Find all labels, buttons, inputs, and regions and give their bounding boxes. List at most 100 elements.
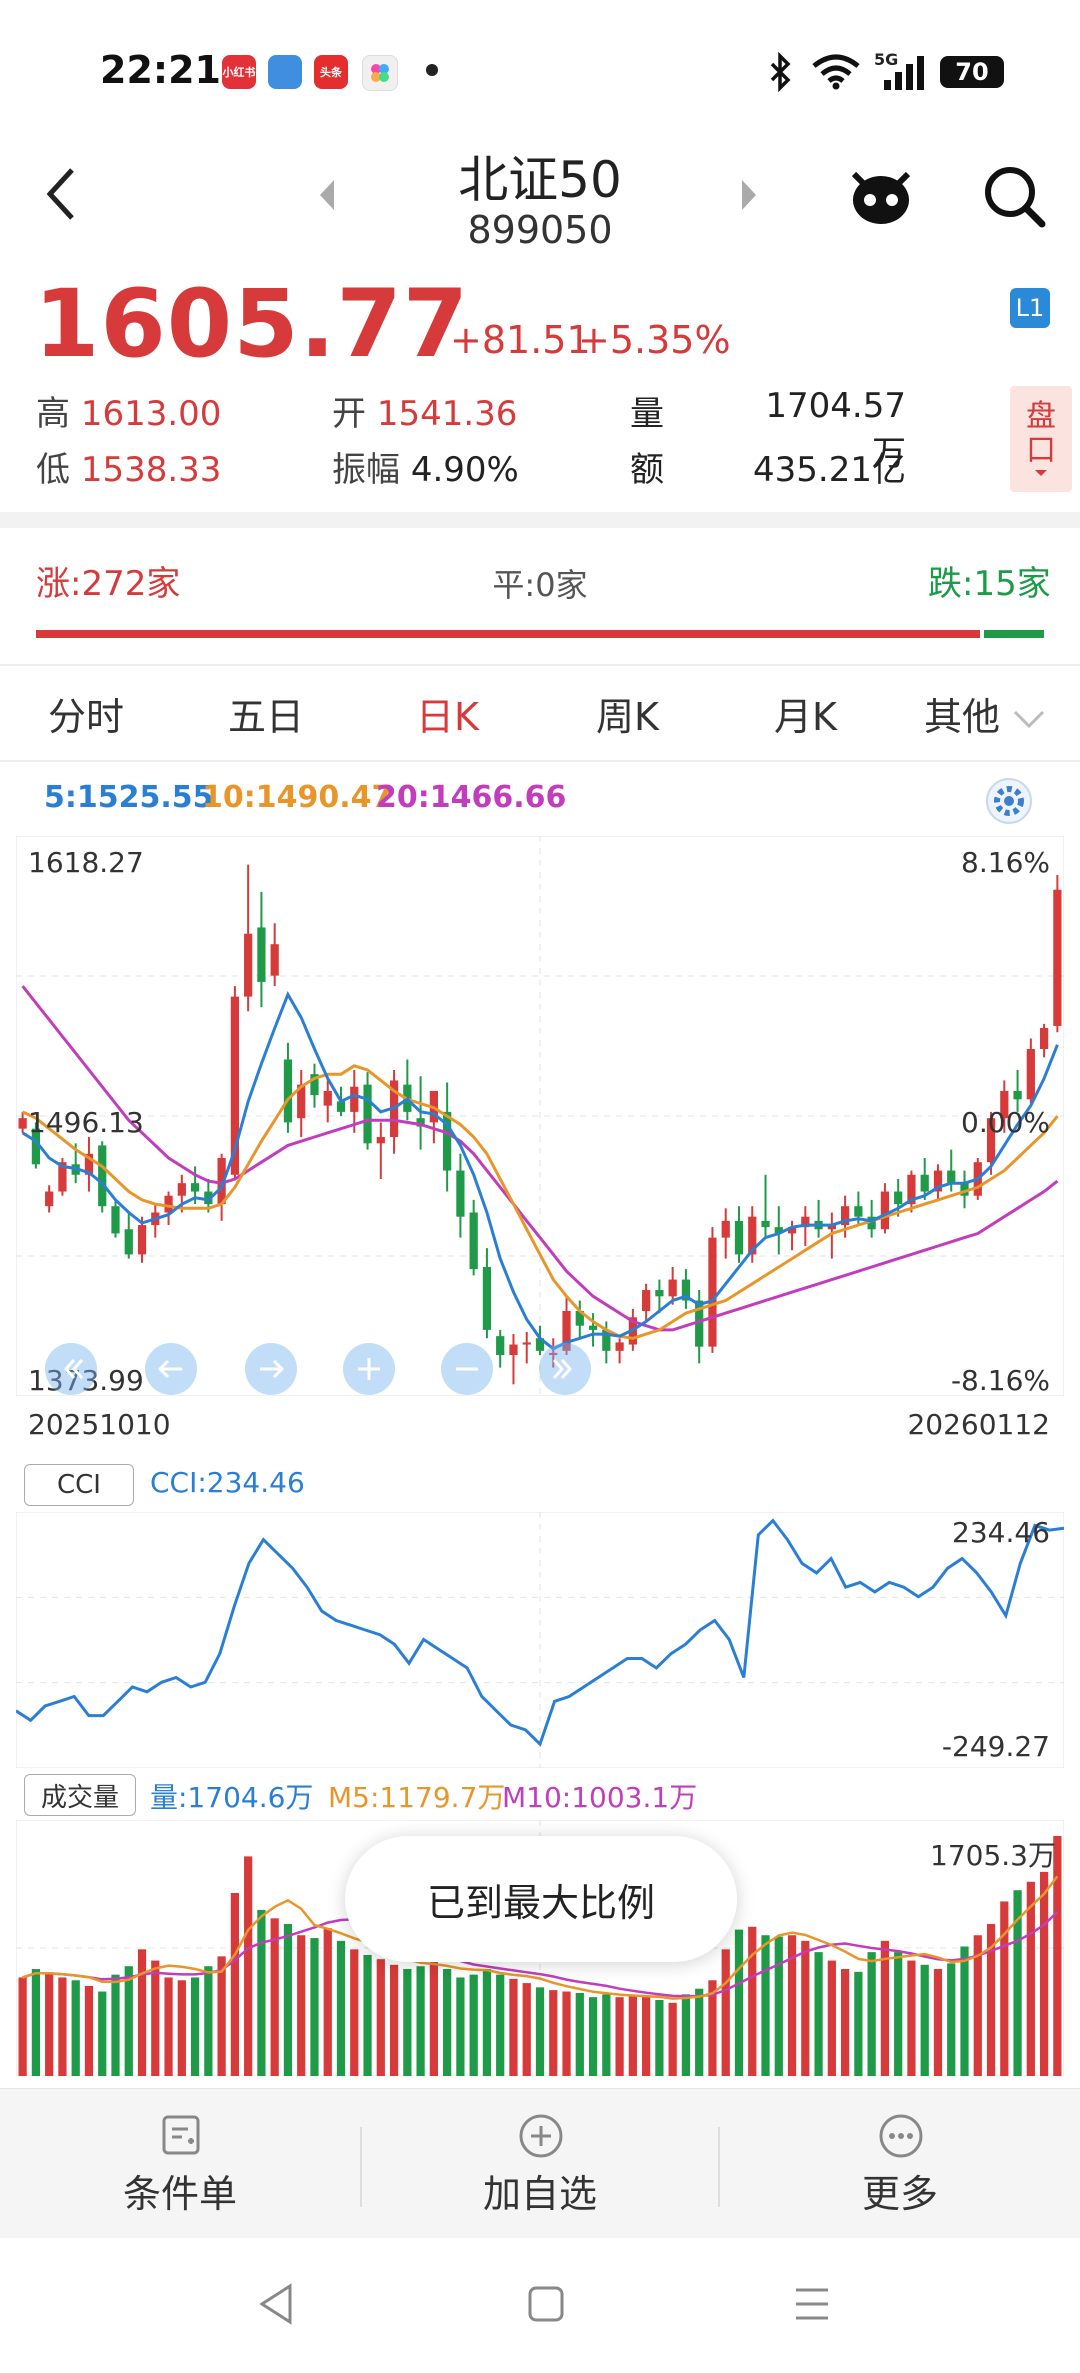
volume-indicator-tab[interactable]: 成交量 <box>24 1774 136 1816</box>
volume-label: 量 <box>630 394 664 434</box>
volume-bar <box>933 1969 943 2076</box>
search-icon[interactable] <box>980 162 1048 234</box>
move-last-button[interactable] <box>538 1342 592 1400</box>
candle-body <box>602 1329 611 1351</box>
kline-chart[interactable] <box>16 836 1064 1396</box>
nav-home-icon[interactable] <box>526 2284 566 2324</box>
low-stat: 低 1538.33 <box>36 442 221 491</box>
volume-bar <box>920 1964 929 2076</box>
candle-body <box>841 1206 850 1226</box>
candle-body <box>947 1170 956 1184</box>
candle-body <box>350 1086 359 1112</box>
robot-assistant-icon[interactable] <box>846 162 916 232</box>
move-first-button[interactable] <box>44 1342 98 1400</box>
add-watchlist-button[interactable]: 加自选 <box>440 2107 640 2227</box>
cci-chart[interactable] <box>16 1512 1064 1768</box>
volume-bar <box>31 1969 41 2076</box>
move-right-button[interactable] <box>244 1342 298 1400</box>
volume-bar <box>814 1952 823 2076</box>
low-value: 1538.33 <box>80 450 222 490</box>
volume-bar <box>18 1977 27 2076</box>
candle-body <box>164 1195 173 1213</box>
volume-bar <box>190 1977 200 2076</box>
amplitude-label: 振幅 <box>332 450 400 490</box>
tab-five-day[interactable]: 五日 <box>228 695 305 739</box>
volume-bar <box>124 1966 133 2076</box>
candle-body <box>177 1183 186 1196</box>
volume-bar <box>363 1954 372 2076</box>
tab-weekly-k[interactable]: 周K <box>596 695 659 739</box>
volume-bar <box>151 1960 160 2076</box>
volume-m5: M5:1179.7万 <box>328 1781 506 1814</box>
volume-bar <box>336 1940 346 2076</box>
ma5-legend: 5:1525.55 <box>44 780 214 815</box>
xiaohongshu-app-icon: 小红书 <box>222 55 256 89</box>
section-divider <box>0 512 1080 528</box>
candle-body <box>535 1338 545 1351</box>
candle-body <box>668 1279 677 1297</box>
chevron-down-icon <box>1014 710 1045 729</box>
volume-bar <box>880 1940 890 2076</box>
price-change: +81.51 <box>450 318 591 362</box>
pankou-button[interactable]: 盘口 <box>1010 386 1072 492</box>
settings-gear-icon[interactable] <box>984 776 1034 830</box>
conditional-order-label: 条件单 <box>122 2172 237 2216</box>
volume-bar <box>137 1949 147 2076</box>
candle-body <box>443 1111 452 1171</box>
volume-bar <box>535 1987 545 2076</box>
volume-bar <box>894 1952 903 2076</box>
volume-bar <box>787 1935 797 2076</box>
more-button[interactable]: 更多 <box>800 2107 1000 2227</box>
volume-bar <box>801 1940 810 2076</box>
ma20-legend: 20:1466.66 <box>376 780 567 815</box>
decliners-bar <box>983 630 1044 638</box>
ma10-line <box>21 1064 1059 1340</box>
volume-bar <box>681 1994 691 2076</box>
tab-monthly-k[interactable]: 月K <box>774 695 837 739</box>
amplitude-value: 4.90% <box>410 450 519 490</box>
amount-value: 435.21亿 <box>753 450 906 490</box>
cci-indicator-tab[interactable]: CCI <box>24 1464 134 1506</box>
kline-candles <box>18 864 1062 1385</box>
candle-body <box>933 1170 943 1192</box>
tab-daily-k[interactable]: 日K <box>416 695 479 739</box>
candle-body <box>230 996 239 1175</box>
back-button[interactable] <box>44 166 80 226</box>
volume-bar <box>867 1952 876 2076</box>
candle-body <box>283 1059 293 1123</box>
candle-body <box>297 1084 306 1119</box>
kline-top-price: 1618.27 <box>28 846 144 879</box>
candle-body <box>336 1101 346 1112</box>
volume-bar <box>389 1964 399 2076</box>
conditional-order-button[interactable]: 条件单 <box>80 2107 280 2227</box>
advancers-count: 涨:272家 <box>36 564 181 604</box>
candle-body <box>748 1216 757 1255</box>
tab-other[interactable]: 其他 <box>924 686 1046 741</box>
candle-body <box>98 1145 107 1207</box>
volume-bars <box>18 1836 1062 2076</box>
zoom-in-button[interactable] <box>342 1342 396 1400</box>
volume-bar <box>642 1997 651 2076</box>
volume-chart[interactable] <box>16 1820 1064 2076</box>
move-left-button[interactable] <box>144 1342 198 1400</box>
candle-body <box>960 1183 969 1196</box>
l1-badge[interactable]: L1 <box>1010 288 1050 328</box>
nav-back-icon[interactable] <box>256 2282 296 2326</box>
kline-top-pct: 8.16% <box>961 846 1050 879</box>
volume-bar <box>496 1974 505 2076</box>
prev-stock-button[interactable] <box>316 178 338 216</box>
volume-bar <box>721 1949 730 2076</box>
volume-bar <box>469 1974 478 2076</box>
next-stock-button[interactable] <box>738 178 760 216</box>
zoom-out-button[interactable] <box>440 1342 494 1400</box>
system-nav-bar <box>0 2238 1080 2373</box>
volume-bar <box>1013 1890 1022 2076</box>
volume-bar <box>628 1995 637 2076</box>
document-edit-icon <box>162 2115 200 2155</box>
volume-bar <box>761 1935 770 2076</box>
status-time: 22:21 <box>100 48 221 92</box>
candle-body <box>482 1266 492 1330</box>
tab-intraday[interactable]: 分时 <box>48 695 125 739</box>
tab-other-label: 其他 <box>924 695 1001 739</box>
nav-menu-icon[interactable] <box>792 2284 832 2324</box>
